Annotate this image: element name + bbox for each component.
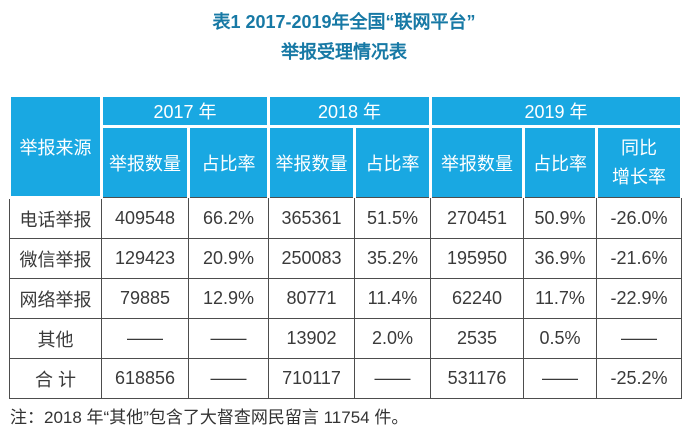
header-2019-ratio: 占比率 (522, 125, 599, 198)
cell-source: 其他 (9, 318, 102, 359)
header-yoy-growth: 同比 增长率 (595, 125, 684, 198)
cell-2019-ratio: 50.9% (523, 197, 598, 239)
cell-2017-count: 409548 (101, 197, 189, 239)
cell-2017-ratio: —— (187, 358, 270, 399)
cell-source: 微信举报 (9, 238, 102, 279)
cell-yoy-growth: -25.2% (596, 358, 683, 399)
cell-2018-ratio: —— (354, 358, 432, 399)
cell-2017-count: 79885 (101, 278, 189, 319)
table-title-line2: 举报受理情况表 (281, 42, 407, 62)
cell-yoy-growth: —— (596, 318, 683, 359)
report-table: 举报来源 2017 年 2018 年 2019 年 举报数量 占比率 举报数量 … (8, 94, 684, 399)
cell-source: 合 计 (9, 358, 102, 399)
cell-2019-ratio: —— (523, 358, 598, 399)
table-title-line1: 表1 2017-2019年全国“联网平台” (212, 12, 476, 32)
cell-2017-count: 618856 (101, 358, 189, 399)
header-yoy-growth-line1: 同比 (621, 137, 658, 158)
cell-source: 电话举报 (9, 197, 102, 239)
cell-2019-ratio: 11.7% (523, 278, 598, 319)
cell-2018-count: 710117 (268, 358, 356, 399)
cell-2017-count: 129423 (101, 238, 189, 279)
table-row-wechat: 微信举报 129423 20.9% 250083 35.2% 195950 36… (9, 238, 683, 279)
cell-2017-ratio: 66.2% (187, 197, 270, 239)
header-2018-ratio: 占比率 (353, 125, 433, 198)
cell-2019-count: 270451 (430, 197, 525, 239)
cell-2017-ratio: —— (187, 318, 270, 359)
header-year-2019: 2019 年 (429, 94, 684, 128)
cell-2017-ratio: 20.9% (187, 238, 270, 279)
header-report-source: 举报来源 (8, 94, 103, 199)
header-2017-ratio: 占比率 (186, 125, 271, 198)
cell-2019-count: 62240 (430, 278, 525, 319)
cell-2019-ratio: 0.5% (523, 318, 598, 359)
cell-2018-count: 365361 (268, 197, 356, 239)
header-2018-count: 举报数量 (267, 125, 357, 198)
table-row-total: 合 计 618856 —— 710117 —— 531176 —— -25.2% (9, 358, 683, 399)
footnote: 注：2018 年“其他”包含了大督查网民留言 11754 件。 (10, 408, 409, 427)
cell-2018-ratio: 51.5% (354, 197, 432, 239)
cell-2017-ratio: 12.9% (187, 278, 270, 319)
cell-2018-ratio: 2.0% (354, 318, 432, 359)
cell-2018-ratio: 11.4% (354, 278, 432, 319)
cell-2019-count: 2535 (430, 318, 525, 359)
sub-header-row: 举报数量 占比率 举报数量 占比率 举报数量 占比率 同比 增长率 (10, 125, 684, 198)
cell-2017-count: —— (101, 318, 189, 359)
table-title: 表1 2017-2019年全国“联网平台” 举报受理情况表 (0, 0, 688, 67)
cell-yoy-growth: -21.6% (596, 238, 683, 279)
header-yoy-growth-line2: 增长率 (612, 166, 667, 187)
cell-2019-ratio: 36.9% (523, 238, 598, 279)
cell-yoy-growth: -22.9% (596, 278, 683, 319)
header-2017-count: 举报数量 (100, 125, 190, 198)
header-year-2018: 2018 年 (267, 94, 433, 128)
cell-2018-count: 13902 (268, 318, 356, 359)
cell-2019-count: 195950 (430, 238, 525, 279)
header-2019-count: 举报数量 (429, 125, 526, 198)
cell-2018-count: 250083 (268, 238, 356, 279)
header-year-2017: 2017 年 (99, 94, 271, 128)
cell-2019-count: 531176 (430, 358, 525, 399)
cell-2018-ratio: 35.2% (354, 238, 432, 279)
cell-2018-count: 80771 (268, 278, 356, 319)
cell-yoy-growth: -26.0% (596, 197, 683, 239)
cell-source: 网络举报 (9, 278, 102, 319)
table-row-other: 其他 —— —— 13902 2.0% 2535 0.5% —— (9, 318, 683, 359)
table-row-phone: 电话举报 409548 66.2% 365361 51.5% 270451 50… (9, 197, 683, 239)
year-header-row: 举报来源 2017 年 2018 年 2019 年 (8, 94, 684, 199)
table-row-web: 网络举报 79885 12.9% 80771 11.4% 62240 11.7%… (9, 278, 683, 319)
